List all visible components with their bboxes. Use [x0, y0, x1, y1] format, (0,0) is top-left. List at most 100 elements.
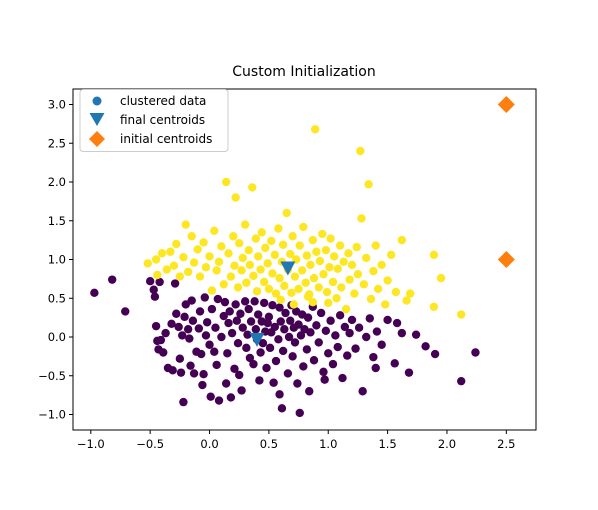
cluster-1-point — [249, 271, 258, 280]
cluster-1-point — [251, 234, 261, 243]
x-tick-label: 2.5 — [497, 437, 515, 451]
cluster-0-point — [271, 356, 281, 366]
final-centroid-1 — [249, 332, 265, 347]
cluster-1-point — [306, 260, 315, 270]
cluster-0-point — [176, 368, 186, 377]
cluster-0-point — [278, 346, 288, 356]
cluster-1-point — [405, 289, 415, 298]
cluster-0-point — [316, 308, 326, 318]
cluster-1-point — [286, 249, 295, 259]
cluster-0-point — [225, 307, 234, 316]
cluster-0-point — [377, 340, 386, 349]
cluster-0-point — [230, 364, 239, 373]
cluster-0-point — [200, 293, 209, 302]
cluster-0-point — [198, 380, 207, 390]
cluster-0-point — [231, 300, 240, 309]
cluster-1-point — [278, 240, 288, 249]
cluster-0-point — [277, 404, 287, 413]
cluster-0-point — [302, 345, 312, 354]
cluster-0-point — [309, 356, 319, 365]
cluster-0-point — [202, 318, 212, 327]
cluster-1-point — [344, 249, 353, 258]
cluster-0-point — [276, 317, 285, 326]
cluster-0-point — [268, 301, 277, 310]
y-tick-label: 2.5 — [48, 136, 66, 150]
cluster-1-point — [314, 283, 323, 292]
cluster-1-point — [299, 222, 308, 232]
cluster-0-point — [219, 311, 228, 321]
x-tick-label: −0.5 — [136, 437, 164, 451]
cluster-0-point — [275, 303, 284, 312]
cluster-0-point — [390, 359, 399, 368]
cluster-0-point — [471, 348, 480, 357]
cluster-0-point — [328, 359, 338, 369]
cluster-1-point — [282, 208, 291, 218]
cluster-1-point — [381, 300, 390, 309]
final-centroid-0 — [280, 261, 296, 276]
cluster-1-point — [267, 236, 276, 246]
cluster-0-point — [333, 342, 342, 352]
cluster-1-point — [242, 278, 251, 287]
data-points — [90, 125, 480, 418]
cluster-0-point — [264, 312, 274, 322]
cluster-0-point — [232, 316, 242, 325]
cluster-1-point — [143, 259, 152, 268]
cluster-0-point — [178, 331, 187, 340]
cluster-0-point — [306, 328, 315, 337]
cluster-0-point — [236, 309, 245, 318]
cluster-1-point — [339, 257, 348, 267]
x-axis-ticks: −1.0 −0.5 0.0 0.5 1.0 1.5 2.0 2.5 — [77, 430, 515, 451]
cluster-0-point — [280, 325, 289, 334]
cluster-1-point — [214, 257, 224, 267]
cluster-0-point — [181, 300, 190, 309]
cluster-1-point — [274, 224, 283, 233]
cluster-0-point — [227, 328, 237, 338]
cluster-0-point — [249, 359, 258, 369]
cluster-1-point — [179, 252, 188, 262]
cluster-1-point — [235, 239, 244, 248]
y-tick-label: 1.5 — [48, 214, 66, 228]
cluster-0-point — [167, 319, 176, 329]
cluster-1-point — [263, 259, 272, 268]
cluster-0-point — [351, 344, 360, 353]
cluster-1-point — [457, 310, 466, 319]
cluster-1-point — [175, 272, 185, 281]
cluster-1-point — [347, 260, 357, 270]
cluster-1-point — [337, 283, 346, 292]
cluster-1-point — [238, 253, 247, 263]
cluster-0-point — [217, 332, 226, 342]
cluster-0-point — [263, 318, 272, 328]
cluster-0-point — [345, 328, 354, 338]
cluster-1-point — [287, 288, 296, 298]
cluster-1-point — [212, 266, 221, 275]
cluster-0-point — [275, 390, 284, 399]
cluster-0-point — [145, 277, 155, 286]
cluster-1-point — [219, 280, 228, 289]
cluster-1-point — [386, 250, 396, 260]
cluster-1-point — [280, 281, 289, 291]
cluster-0-point — [155, 277, 164, 287]
cluster-0-point — [168, 366, 177, 375]
cluster-1-point — [217, 242, 226, 251]
cluster-0-point — [340, 322, 350, 332]
x-tick-label: 2.0 — [438, 437, 456, 451]
cluster-0-point — [183, 325, 193, 334]
cluster-0-point — [237, 386, 246, 395]
cluster-0-point — [220, 297, 230, 307]
cluster-1-point — [230, 261, 239, 270]
cluster-0-point — [258, 339, 268, 348]
initial-centroid-0 — [497, 96, 515, 113]
cluster-1-point — [257, 228, 266, 237]
cluster-1-point — [297, 266, 307, 275]
cluster-1-point — [308, 297, 318, 307]
y-tick-label: 3.0 — [48, 98, 66, 112]
cluster-0-point — [195, 307, 205, 316]
cluster-0-point — [299, 362, 308, 371]
cluster-0-point — [457, 376, 466, 386]
cluster-0-point — [326, 316, 335, 325]
cluster-1-point — [377, 260, 386, 270]
cluster-0-point — [372, 327, 382, 336]
y-tick-label: 1.0 — [48, 253, 66, 267]
